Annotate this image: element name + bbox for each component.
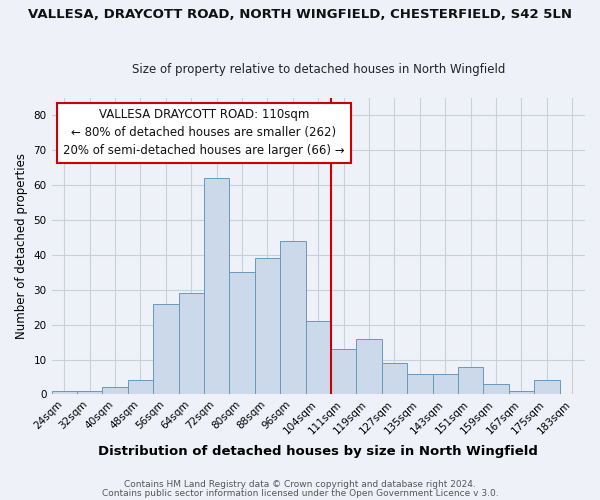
- Bar: [255, 258, 280, 394]
- Bar: [179, 294, 204, 394]
- Bar: [153, 304, 179, 394]
- Bar: [305, 321, 331, 394]
- Bar: [458, 366, 484, 394]
- Bar: [229, 272, 255, 394]
- Title: Size of property relative to detached houses in North Wingfield: Size of property relative to detached ho…: [131, 63, 505, 76]
- Bar: [103, 388, 128, 394]
- Bar: [433, 374, 458, 394]
- Bar: [509, 391, 534, 394]
- Text: Contains public sector information licensed under the Open Government Licence v : Contains public sector information licen…: [101, 488, 499, 498]
- Bar: [52, 391, 77, 394]
- Bar: [407, 374, 433, 394]
- Y-axis label: Number of detached properties: Number of detached properties: [15, 153, 28, 339]
- Bar: [356, 338, 382, 394]
- Text: VALLESA, DRAYCOTT ROAD, NORTH WINGFIELD, CHESTERFIELD, S42 5LN: VALLESA, DRAYCOTT ROAD, NORTH WINGFIELD,…: [28, 8, 572, 20]
- Bar: [534, 380, 560, 394]
- Bar: [128, 380, 153, 394]
- Bar: [77, 391, 103, 394]
- Text: VALLESA DRAYCOTT ROAD: 110sqm
← 80% of detached houses are smaller (262)
20% of : VALLESA DRAYCOTT ROAD: 110sqm ← 80% of d…: [63, 108, 345, 158]
- Bar: [484, 384, 509, 394]
- Text: Contains HM Land Registry data © Crown copyright and database right 2024.: Contains HM Land Registry data © Crown c…: [124, 480, 476, 489]
- Bar: [280, 241, 305, 394]
- Bar: [331, 349, 356, 395]
- Bar: [204, 178, 229, 394]
- Bar: [382, 363, 407, 394]
- X-axis label: Distribution of detached houses by size in North Wingfield: Distribution of detached houses by size …: [98, 444, 538, 458]
